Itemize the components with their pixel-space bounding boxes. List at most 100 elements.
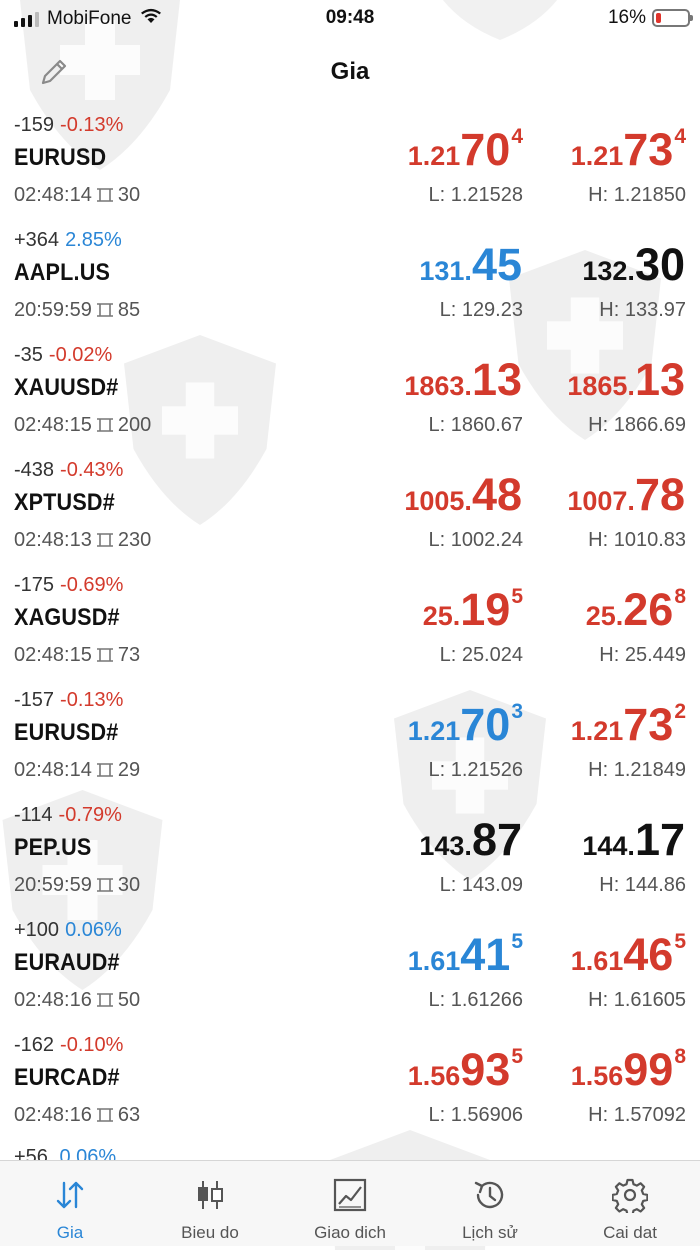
bid-price-prefix: 143. xyxy=(419,831,472,861)
symbol-name: EURUSD xyxy=(14,144,107,171)
tab-bar: Gia Bieu do Giao dich Lịch sử xyxy=(0,1160,700,1246)
ask-price-pips: 30 xyxy=(634,239,685,290)
tab-label: Gia xyxy=(56,1223,84,1242)
quote-row[interactable]: -157 -0.13% EURUSD# 02:48:14 29 1.21703 1.… xyxy=(0,685,700,800)
change-points: +100 xyxy=(14,919,60,941)
quote-row[interactable]: +364 2.85% AAPL.US 20:59:59 85 131.45 132.… xyxy=(0,225,700,340)
bid-price-pips: 70 xyxy=(460,124,511,175)
bid-price[interactable]: 1.61415 xyxy=(408,929,523,981)
spread-icon xyxy=(96,188,113,202)
tab-bieu-do[interactable]: Bieu do xyxy=(140,1161,280,1246)
quote-row[interactable]: -175 -0.69% XAGUSD# 02:48:15 73 25.195 25.… xyxy=(0,570,700,685)
quote-time: 20:59:59 xyxy=(14,299,92,321)
ask-price-pips: 17 xyxy=(634,814,685,865)
change-points: -35 xyxy=(14,344,43,366)
spread-icon xyxy=(96,878,113,892)
ask-price-prefix: 1.21 xyxy=(570,141,624,171)
ask-price[interactable]: 1007.78 xyxy=(567,469,686,521)
quote-time: 02:48:15 xyxy=(14,414,92,436)
symbol-name: EURAUD# xyxy=(14,949,120,976)
spread-icon xyxy=(96,993,113,1007)
ask-price[interactable]: 25.268 xyxy=(586,584,686,636)
ask-price[interactable]: 1865.13 xyxy=(567,354,686,406)
tab-label: Cai dat xyxy=(603,1223,657,1242)
bid-price[interactable]: 1.21704 xyxy=(408,124,523,176)
ask-price-fraction: 8 xyxy=(674,585,686,608)
symbol-name: XPTUSD# xyxy=(14,489,115,516)
bid-price-pips: 13 xyxy=(471,354,522,405)
tab-cai-dat[interactable]: Cai dat xyxy=(560,1161,700,1246)
bid-price[interactable]: 25.195 xyxy=(423,584,523,636)
bid-price[interactable]: 1005.48 xyxy=(404,469,523,521)
ask-price-prefix: 1.56 xyxy=(570,1061,624,1091)
tab-label: Giao dich xyxy=(314,1223,386,1242)
bid-price[interactable]: 131.45 xyxy=(419,239,523,291)
low-price: L: 129.23 xyxy=(439,299,523,321)
ask-price[interactable]: 1.61465 xyxy=(571,929,686,981)
spread-icon xyxy=(96,648,113,662)
ask-price-prefix: 132. xyxy=(582,256,635,286)
history-clock-icon xyxy=(474,1181,504,1209)
ask-price-pips: 46 xyxy=(623,929,674,980)
quote-time: 02:48:13 xyxy=(14,529,92,551)
quote-meta: 02:48:16 63 xyxy=(14,1104,140,1127)
ask-price-pips: 73 xyxy=(623,699,674,750)
change-percent: -0.13% xyxy=(60,689,124,711)
bid-price[interactable]: 1.56935 xyxy=(408,1044,523,1096)
price-change: -175 -0.69% xyxy=(14,574,123,597)
ask-price[interactable]: 1.21734 xyxy=(571,124,686,176)
change-percent: 0.06% xyxy=(65,919,122,941)
change-percent: 2.85% xyxy=(65,229,122,251)
ask-price[interactable]: 144.17 xyxy=(582,814,686,866)
quote-row[interactable]: -114 -0.79% PEP.US 20:59:59 30 143.87 144.… xyxy=(0,800,700,915)
tab-lich-su[interactable]: Lịch sử xyxy=(420,1161,560,1246)
symbol-name: XAUUSD# xyxy=(14,374,119,401)
quote-meta: 20:59:59 85 xyxy=(14,299,140,322)
ask-price-prefix: 1.21 xyxy=(570,716,624,746)
change-points: -438 xyxy=(14,459,55,481)
quotes-list[interactable]: -159 -0.13% EURUSD 02:48:14 30 1.21704 1.2… xyxy=(0,110,700,1145)
bid-price[interactable]: 1.21703 xyxy=(408,699,523,751)
spread-icon xyxy=(96,533,113,547)
quote-meta: 02:48:14 29 xyxy=(14,759,140,782)
quotes-arrows-icon xyxy=(56,1181,84,1209)
quote-meta: 20:59:59 30 xyxy=(14,874,140,897)
ask-price-pips: 78 xyxy=(634,469,685,520)
change-percent: -0.79% xyxy=(58,804,122,826)
symbol-name: EURCAD# xyxy=(14,1064,120,1091)
high-price: H: 133.97 xyxy=(599,299,686,321)
quote-time: 02:48:15 xyxy=(14,644,92,666)
wifi-icon xyxy=(140,8,162,30)
quote-row[interactable]: -159 -0.13% EURUSD 02:48:14 30 1.21704 1.2… xyxy=(0,110,700,225)
quote-time: 02:48:14 xyxy=(14,184,92,206)
low-price: L: 1.61266 xyxy=(428,989,523,1011)
change-percent: -0.13% xyxy=(60,114,124,136)
price-change: -438 -0.43% xyxy=(14,459,123,482)
navigation-bar: Gia xyxy=(0,38,700,108)
spread-value: 30 xyxy=(117,184,141,206)
quote-row[interactable]: -35 -0.02% XAUUSD# 02:48:15 200 1863.13 18… xyxy=(0,340,700,455)
symbol-name: AAPL.US xyxy=(14,259,111,286)
ask-price[interactable]: 1.56998 xyxy=(571,1044,686,1096)
low-price: L: 25.024 xyxy=(439,644,523,666)
price-change: -114 -0.79% xyxy=(14,804,122,827)
quote-row[interactable]: -438 -0.43% XPTUSD# 02:48:13 230 1005.48 1… xyxy=(0,455,700,570)
high-price: H: 1.21849 xyxy=(588,759,686,781)
tab-gia[interactable]: Gia xyxy=(0,1161,140,1246)
price-change: -35 -0.02% xyxy=(14,344,112,367)
low-price: L: 1860.67 xyxy=(428,414,523,436)
bid-price-prefix: 1863. xyxy=(404,371,472,401)
settings-gear-icon xyxy=(612,1178,648,1213)
bid-price[interactable]: 143.87 xyxy=(419,814,523,866)
ask-price[interactable]: 132.30 xyxy=(582,239,686,291)
tab-label: Lịch sử xyxy=(462,1223,518,1242)
bid-price-pips: 87 xyxy=(471,814,522,865)
bid-price-fraction: 3 xyxy=(511,700,523,723)
quote-row[interactable]: +100 0.06% EURAUD# 02:48:16 50 1.61415 1.6… xyxy=(0,915,700,1030)
bid-price[interactable]: 1863.13 xyxy=(404,354,523,406)
battery-percent: 16% xyxy=(607,7,646,28)
high-price: H: 25.449 xyxy=(599,644,686,666)
ask-price[interactable]: 1.21732 xyxy=(571,699,686,751)
quote-row[interactable]: -162 -0.10% EURCAD# 02:48:16 63 1.56935 1.… xyxy=(0,1030,700,1145)
tab-giao-dich[interactable]: Giao dich xyxy=(280,1161,420,1246)
